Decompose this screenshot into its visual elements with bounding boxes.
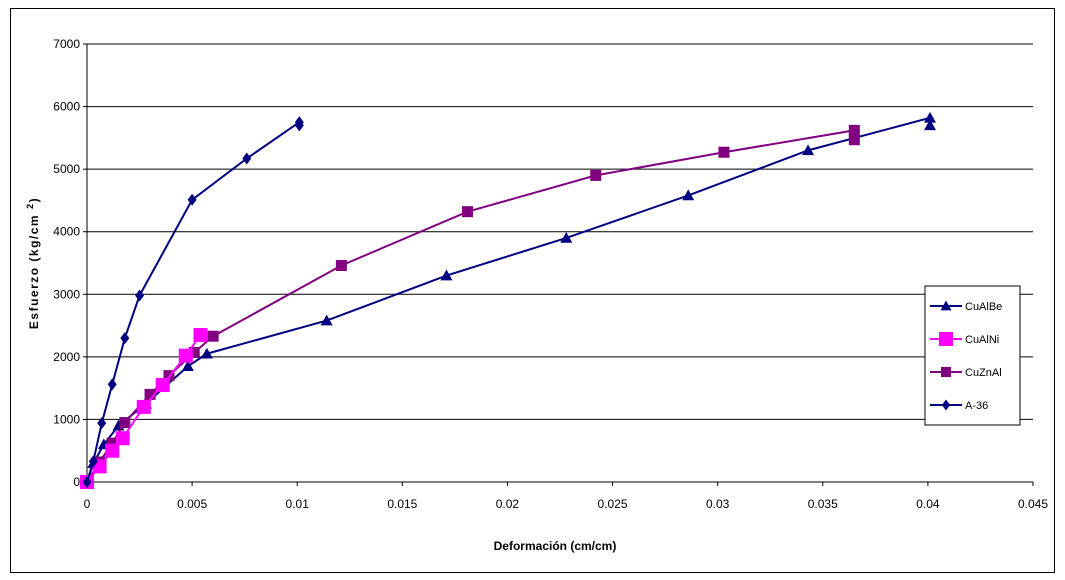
- legend-label: A-36: [965, 400, 988, 412]
- y-tick-label: 0: [73, 475, 80, 489]
- data-point-cuznal: [207, 330, 219, 342]
- x-tick-label: 0.04: [916, 497, 940, 511]
- data-point-a-36: [82, 476, 92, 488]
- series-line-cualbe: [86, 116, 931, 483]
- x-tick-label: 0.045: [1018, 497, 1048, 511]
- data-point-cuznal: [106, 437, 118, 449]
- data-point-cuznal: [590, 169, 602, 181]
- data-point-a-36: [242, 152, 252, 165]
- legend-marker-cualni: [939, 332, 953, 346]
- data-point-cualbe: [923, 111, 936, 123]
- data-point-cuznal: [848, 134, 860, 146]
- data-point-cualni: [136, 399, 151, 414]
- x-tick-label: 0.02: [496, 497, 520, 511]
- legend-box: [924, 285, 1021, 426]
- data-point-a-36: [135, 289, 145, 302]
- series-cualni: [80, 327, 208, 489]
- data-point-a-36: [187, 193, 197, 206]
- y-tick-label: 6000: [53, 100, 80, 114]
- x-axis-title: Deformación (cm/cm): [494, 539, 617, 553]
- x-tick-label: 0.03: [706, 497, 730, 511]
- x-tick-label: 0.005: [177, 497, 207, 511]
- legend: CuAlBe CuAlNi CuZnAl A-36: [924, 285, 1021, 426]
- series-cualbe: [81, 111, 936, 487]
- series-a-36: [82, 116, 304, 488]
- x-tick-label: 0.015: [387, 497, 417, 511]
- y-tick-label: 5000: [53, 162, 80, 176]
- data-point-cualni: [193, 327, 208, 342]
- legend-marker-a-36: [941, 399, 951, 411]
- legend-item-cualni: CuAlNi: [930, 332, 999, 346]
- y-tick-label: 1000: [53, 412, 80, 426]
- legend-item-a-36: A-36: [930, 399, 988, 412]
- data-point-a-36: [88, 455, 98, 468]
- y-tick-label: 4000: [53, 225, 80, 239]
- y-axis-title: Esfuerzo (kg/cm 2): [25, 197, 41, 329]
- data-point-cuznal: [718, 146, 730, 158]
- legend-label: CuAlBe: [965, 301, 1002, 313]
- data-point-cualbe: [440, 269, 453, 281]
- series-line-a-36: [86, 120, 301, 483]
- data-point-cualni: [178, 348, 193, 363]
- x-tick-label: 0.025: [598, 497, 628, 511]
- y-tick-label: 2000: [53, 350, 80, 364]
- y-tick-labels: 0 1000 2000 3000 4000 5000 6000 7000: [53, 37, 80, 489]
- legend-label: CuAlNi: [965, 334, 999, 346]
- data-point-cualbe: [802, 144, 815, 156]
- data-point-a-36: [97, 417, 107, 430]
- data-point-cualbe: [560, 231, 573, 243]
- y-axis-title-main: Esfuerzo (kg/cm: [27, 214, 41, 329]
- legend-item-cualbe: CuAlBe: [930, 300, 1002, 313]
- x-tick-label: 0.01: [286, 497, 310, 511]
- series-group: [80, 111, 936, 489]
- data-point-cualbe: [923, 119, 936, 131]
- data-point-cualbe: [181, 360, 194, 372]
- data-point-cuznal: [335, 260, 347, 272]
- series-cuznal: [81, 124, 860, 488]
- data-point-a-36: [107, 378, 117, 391]
- x-tick-labels: 0 0.005 0.01 0.015 0.02 0.025 0.03 0.035 0.04 0.0…: [84, 497, 1049, 511]
- data-point-cualni: [115, 431, 130, 446]
- data-point-cualbe: [320, 314, 333, 326]
- grid-lines: [87, 43, 1033, 420]
- legend-marker-cuznal: [941, 367, 951, 377]
- data-point-cuznal: [188, 346, 200, 358]
- y-tick-label: 7000: [53, 37, 80, 51]
- data-point-a-36: [120, 332, 130, 345]
- data-point-a-36: [294, 119, 304, 132]
- y-axis-title-group: Esfuerzo (kg/cm 2): [25, 197, 41, 329]
- data-point-cualbe: [682, 189, 695, 201]
- series-line-cuznal: [86, 129, 856, 483]
- data-point-cuznal: [119, 417, 131, 429]
- legend-label: CuZnAl: [965, 367, 1002, 379]
- data-point-cualni: [105, 443, 120, 458]
- data-point-cualni: [155, 378, 170, 393]
- y-axis-title-close: ): [27, 197, 41, 203]
- data-point-cuznal: [144, 388, 156, 400]
- legend-marker-cualbe: [940, 300, 952, 311]
- legend-item-cuznal: CuZnAl: [930, 367, 1002, 379]
- y-axis-title-superscript: 2: [25, 202, 35, 209]
- x-tick-label: 0.035: [808, 497, 838, 511]
- data-point-cualbe: [200, 347, 213, 359]
- data-point-cuznal: [848, 124, 860, 136]
- y-tick-label: 3000: [53, 287, 80, 301]
- x-tick-label: 0: [84, 497, 91, 511]
- data-point-cuznal: [462, 206, 474, 218]
- chart-frame: [10, 8, 1055, 573]
